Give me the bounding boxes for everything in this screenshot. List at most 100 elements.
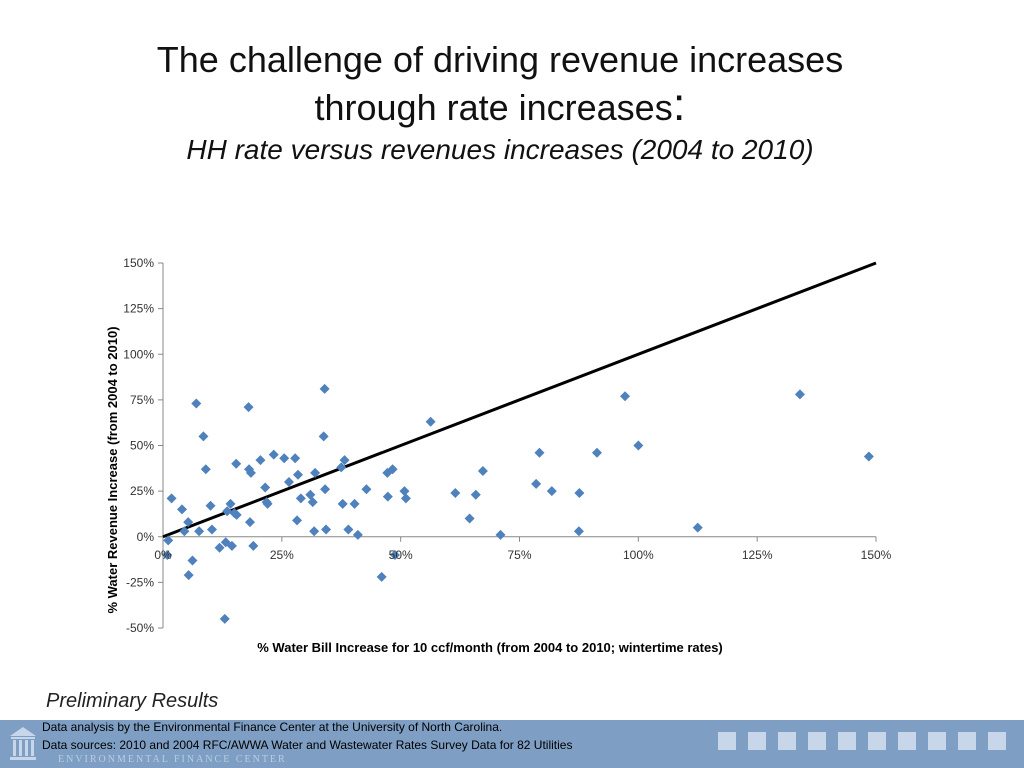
data-point [477, 466, 488, 477]
y-tick-label: 0% [137, 530, 155, 544]
data-point [283, 477, 294, 487]
data-point [534, 447, 545, 458]
data-point [321, 524, 332, 535]
data-point [591, 447, 602, 458]
data-point [183, 570, 194, 581]
data-point [183, 517, 194, 528]
footer-credit: Data analysis by the Environmental Finan… [42, 720, 503, 734]
data-point [179, 526, 190, 537]
data-point [425, 416, 436, 427]
data-point [633, 440, 644, 451]
y-tick-label: 125% [123, 302, 154, 316]
x-axis-title: % Water Bill Increase for 10 ccf/month (… [257, 640, 723, 655]
data-point [248, 540, 259, 551]
data-point [574, 487, 585, 498]
reference-line [162, 261, 877, 539]
x-tick-label: 75% [507, 548, 531, 562]
slide-subtitle: HH rate versus revenues increases (2004 … [186, 134, 814, 165]
data-point [231, 458, 242, 469]
data-point [620, 391, 631, 402]
x-tick-label: 25% [270, 548, 294, 562]
data-point [318, 431, 329, 442]
footer-sources: Data sources: 2010 and 2004 RFC/AWWA Wat… [42, 738, 573, 752]
y-tick-label: 75% [130, 393, 154, 407]
data-point [470, 489, 481, 500]
decorative-square [748, 732, 766, 750]
data-points [162, 383, 874, 624]
data-point [336, 462, 347, 473]
data-point [244, 517, 255, 528]
decorative-square [778, 732, 796, 750]
data-point [200, 464, 211, 475]
data-point [163, 535, 174, 546]
data-point [292, 515, 303, 526]
x-tick-label: 50% [389, 548, 413, 562]
preliminary-note: Preliminary Results [46, 690, 219, 712]
data-point [205, 500, 216, 511]
data-point [464, 513, 475, 524]
data-point [349, 498, 360, 509]
decorative-square [898, 732, 916, 750]
chart-axes [158, 262, 877, 629]
data-point [400, 493, 411, 504]
title-colon: : [672, 78, 686, 130]
title-line-2: through rate increases [314, 87, 673, 128]
decorative-square [808, 732, 826, 750]
data-point [352, 529, 363, 540]
y-axis-title: % Water Revenue Increase (from 2004 to 2… [105, 326, 120, 613]
reference-line-group [162, 261, 877, 539]
data-point [206, 524, 217, 535]
tick-labels: 150%125%100%75%50%25%0%-25%-50%0% 25% 50% 7… [123, 256, 891, 635]
data-point [343, 524, 354, 535]
decorative-square [988, 732, 1006, 750]
decorative-square [958, 732, 976, 750]
data-point [794, 389, 805, 400]
data-point [166, 493, 177, 504]
data-point [191, 398, 202, 409]
data-point [260, 482, 271, 493]
data-point [292, 469, 303, 480]
data-point [546, 486, 557, 497]
title-line-1: The challenge of driving revenue increas… [156, 39, 844, 80]
data-point [214, 542, 225, 553]
data-point [307, 497, 318, 508]
data-point [495, 529, 506, 540]
data-point [310, 467, 321, 478]
data-point [231, 509, 242, 520]
y-tick-label: -25% [126, 575, 154, 589]
decorative-square [838, 732, 856, 750]
x-tick-label: 100% [623, 548, 654, 562]
y-tick-label: -50% [126, 621, 154, 635]
footer-bar: Data analysis by the Environmental Finan… [0, 720, 1024, 768]
decorative-square [718, 732, 736, 750]
data-point [222, 506, 233, 517]
x-tick-label: 125% [742, 548, 773, 562]
data-point [573, 526, 584, 537]
data-point [198, 431, 209, 442]
data-point [225, 498, 236, 509]
data-point [295, 493, 306, 504]
data-point [361, 484, 372, 495]
data-point [243, 402, 254, 413]
data-point [290, 453, 301, 464]
data-point [337, 498, 348, 509]
data-point [187, 555, 198, 566]
data-point [382, 491, 393, 502]
data-point [320, 484, 331, 495]
data-point [219, 613, 230, 624]
y-tick-label: 100% [123, 347, 154, 361]
data-point [226, 540, 237, 551]
data-point [319, 383, 330, 394]
data-point [194, 526, 205, 537]
data-point [692, 522, 703, 533]
y-tick-label: 150% [123, 256, 154, 270]
data-point [268, 449, 279, 460]
data-point [177, 504, 188, 515]
data-point [389, 550, 400, 560]
data-point [262, 498, 273, 509]
university-building-icon [10, 727, 36, 760]
data-point [245, 467, 256, 478]
decorative-square [928, 732, 946, 750]
x-tick-label: 150% [861, 548, 892, 562]
